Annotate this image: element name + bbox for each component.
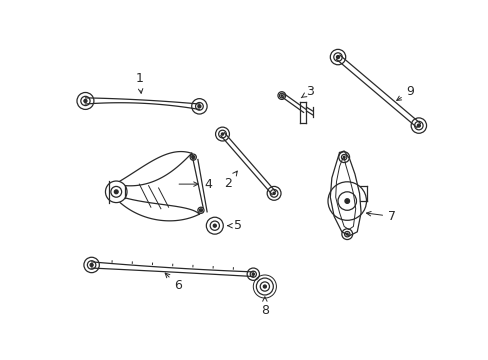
Circle shape: [263, 285, 266, 288]
Circle shape: [221, 133, 223, 135]
Circle shape: [200, 210, 201, 211]
Circle shape: [84, 99, 87, 103]
Text: 7: 7: [366, 210, 395, 223]
Circle shape: [213, 224, 216, 227]
Circle shape: [272, 192, 275, 194]
Text: 9: 9: [396, 85, 413, 100]
Circle shape: [90, 264, 93, 266]
Text: 6: 6: [165, 273, 182, 292]
Circle shape: [343, 156, 345, 158]
Circle shape: [252, 273, 254, 275]
Circle shape: [192, 157, 193, 158]
Circle shape: [336, 55, 339, 59]
Circle shape: [114, 190, 118, 194]
Text: 8: 8: [260, 297, 268, 317]
Text: 1: 1: [135, 72, 143, 93]
Circle shape: [346, 233, 347, 235]
Text: 4: 4: [179, 177, 212, 190]
Circle shape: [198, 105, 201, 108]
Circle shape: [344, 199, 349, 203]
Text: 3: 3: [301, 85, 314, 98]
Text: 2: 2: [224, 171, 237, 190]
Circle shape: [416, 124, 420, 127]
Circle shape: [281, 95, 282, 96]
Text: 5: 5: [227, 219, 242, 232]
